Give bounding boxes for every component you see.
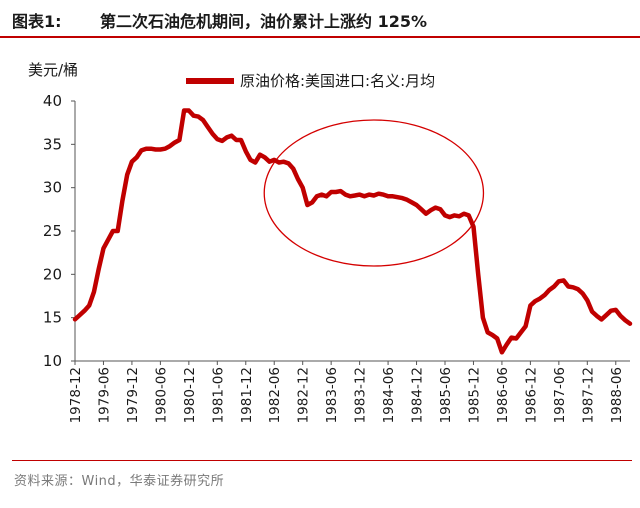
- title-bar: 图表1: 第二次石油危机期间，油价累计上涨约 125%: [0, 0, 640, 38]
- y-tick-label: 10: [43, 352, 62, 370]
- x-tick-label: 1985-12: [466, 367, 482, 423]
- y-tick-label: 20: [43, 265, 62, 283]
- x-tick-label: 1985-06: [438, 367, 454, 423]
- chart: 美元/桶 原油价格:美国进口:名义:月均 10 15 20 25 30 35 40 1978…: [28, 61, 633, 423]
- annotation-layer: [263, 119, 485, 267]
- x-tick-label: 1982-12: [296, 367, 312, 423]
- x-tick-label: 1983-06: [324, 367, 340, 423]
- y-tick-label: 35: [43, 135, 62, 153]
- footer-divider: [12, 460, 632, 461]
- series-layer: [72, 108, 633, 355]
- axes: [71, 100, 630, 365]
- y-tick-label: 25: [43, 222, 62, 240]
- x-tick-label: 1981-12: [239, 367, 255, 423]
- x-tick-label: 1978-12: [68, 367, 84, 423]
- y-tick-label: 15: [43, 309, 62, 327]
- series-line-crude-oil: [72, 108, 633, 355]
- x-tick-label: 1982-06: [267, 367, 283, 423]
- y-tick-label: 30: [43, 179, 62, 197]
- x-tick-label: 1979-12: [125, 367, 141, 423]
- x-tick-label: 1987-06: [552, 367, 568, 423]
- x-tick-label: 1988-06: [609, 367, 625, 423]
- x-tick-label: 1979-06: [96, 367, 112, 423]
- x-tick-label: 1986-06: [495, 367, 511, 423]
- y-tick-label: 40: [43, 92, 62, 110]
- x-tick-label: 1980-12: [182, 367, 198, 423]
- x-tick-label: 1984-06: [381, 367, 397, 423]
- highlight-ellipse: [263, 119, 485, 267]
- legend: 原油价格:美国进口:名义:月均: [186, 72, 435, 90]
- x-tick-label: 1986-12: [523, 367, 539, 423]
- x-tick-label: 1983-12: [353, 367, 369, 423]
- chart-title: 第二次石油危机期间，油价累计上涨约 125%: [100, 12, 428, 31]
- legend-label-crude-oil: 原油价格:美国进口:名义:月均: [240, 72, 435, 90]
- x-tick-labels: 1978-12 1979-06 1979-12 1980-06 1980-12 1981-…: [68, 367, 625, 423]
- x-tick-label: 1980-06: [153, 367, 169, 423]
- figure-label: 图表1:: [12, 12, 62, 31]
- y-tick-labels: 10 15 20 25 30 35 40: [43, 92, 62, 370]
- x-tick-label: 1981-06: [210, 367, 226, 423]
- y-axis-label: 美元/桶: [28, 61, 78, 79]
- x-tick-label: 1984-12: [410, 367, 426, 423]
- x-tick-label: 1987-12: [580, 367, 596, 423]
- source-note: 资料来源：Wind，华泰证券研究所: [14, 474, 225, 489]
